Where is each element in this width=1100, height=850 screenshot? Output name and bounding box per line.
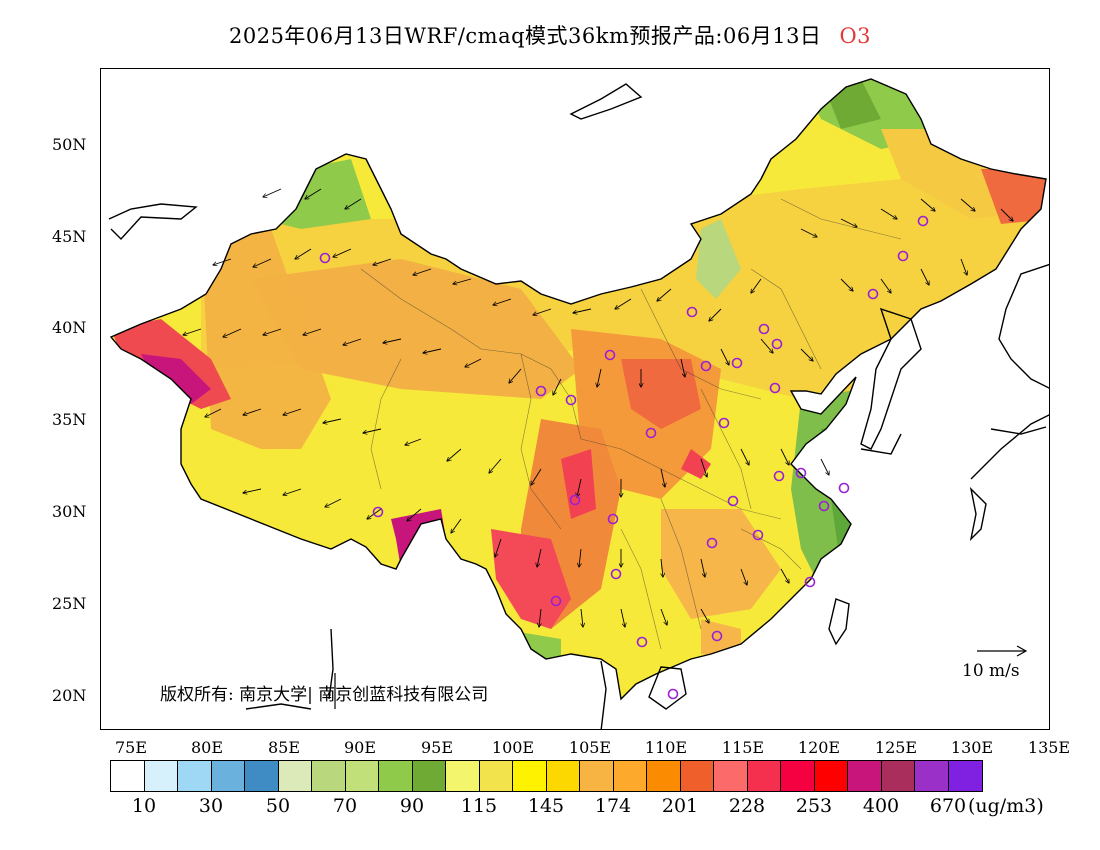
map-panel	[100, 68, 1050, 730]
map-title: 2025年06月13日WRF/cmaq模式36km预报产品:06月13日 O3	[0, 20, 1100, 50]
title-species: O3	[839, 24, 872, 48]
colorbar-swatch	[948, 761, 982, 791]
colorbar-swatch	[178, 761, 212, 791]
lon-label-125e: 125E	[874, 738, 918, 757]
lat-label-20n: 20N	[52, 686, 87, 705]
colorbar-swatch	[379, 761, 413, 791]
lat-label-40n: 40N	[52, 318, 87, 337]
colorbar-swatch	[647, 761, 681, 791]
colorbar-unit: (ug/m3)	[968, 795, 1044, 817]
wind-vectors	[183, 188, 1013, 627]
colorbar-swatch	[446, 761, 480, 791]
colorbar-label-145: 145	[527, 795, 565, 817]
wind-reference-label: 10 m/s	[962, 661, 1020, 681]
colorbar-label-670: 670	[929, 795, 967, 817]
lat-label-45n: 45N	[52, 227, 87, 246]
colorbar-swatch	[345, 761, 379, 791]
colorbar-swatch	[580, 761, 614, 791]
colorbar-swatch	[211, 761, 245, 791]
lat-label-30n: 30N	[52, 502, 87, 521]
title-main: 2025年06月13日WRF/cmaq模式36km预报产品:06月13日	[228, 24, 822, 48]
lat-label-35n: 35N	[52, 410, 87, 429]
colorbar-label-228: 228	[728, 795, 766, 817]
colorbar-swatch	[915, 761, 949, 791]
colorbar-swatch	[513, 761, 547, 791]
colorbar-label-400: 400	[862, 795, 900, 817]
lon-label-110e: 110E	[644, 738, 688, 757]
colorbar	[110, 760, 983, 792]
colorbar-swatch	[848, 761, 882, 791]
colorbar-swatch	[245, 761, 279, 791]
lon-label-120e: 120E	[797, 738, 841, 757]
colorbar-label-50: 50	[265, 795, 291, 817]
colorbar-label-10: 10	[131, 795, 157, 817]
monitoring-stations	[319, 215, 929, 700]
colorbar-swatch	[613, 761, 647, 791]
lon-label-130e: 130E	[950, 738, 994, 757]
colorbar-swatch	[479, 761, 513, 791]
lon-label-115e: 115E	[721, 738, 765, 757]
lon-label-105e: 105E	[568, 738, 612, 757]
lat-label-50n: 50N	[52, 135, 87, 154]
colorbar-swatch	[747, 761, 781, 791]
lat-label-25n: 25N	[52, 594, 87, 613]
copyright-text: 版权所有: 南京大学| 南京创蓝科技有限公司	[160, 685, 489, 705]
colorbar-label-30: 30	[198, 795, 224, 817]
colorbar-swatch	[278, 761, 312, 791]
colorbar-label-90: 90	[399, 795, 425, 817]
lon-label-90e: 90E	[343, 738, 377, 757]
coastlines	[108, 78, 1049, 729]
lon-label-100e: 100E	[491, 738, 535, 757]
lon-label-75e: 75E	[114, 738, 148, 757]
colorbar-label-201: 201	[661, 795, 699, 817]
lon-label-135e: 135E	[1027, 738, 1071, 757]
colorbar-swatch	[144, 761, 178, 791]
wind-reference-arrow	[977, 645, 1028, 657]
colorbar-swatch	[781, 761, 815, 791]
colorbar-swatch	[111, 761, 145, 791]
colorbar-swatch	[412, 761, 446, 791]
colorbar-swatch	[714, 761, 748, 791]
colorbar-label-115: 115	[460, 795, 498, 817]
colorbar-label-174: 174	[594, 795, 632, 817]
lon-label-85e: 85E	[267, 738, 301, 757]
colorbar-swatch	[312, 761, 346, 791]
colorbar-swatch	[881, 761, 915, 791]
lon-label-80e: 80E	[190, 738, 224, 757]
colorbar-swatch	[546, 761, 580, 791]
colorbar-label-253: 253	[795, 795, 833, 817]
province-borders	[360, 198, 902, 650]
colorbar-label-70: 70	[332, 795, 358, 817]
colorbar-swatch	[680, 761, 714, 791]
colorbar-swatch	[814, 761, 848, 791]
ozone-map	[108, 78, 1049, 729]
lon-label-95e: 95E	[420, 738, 454, 757]
